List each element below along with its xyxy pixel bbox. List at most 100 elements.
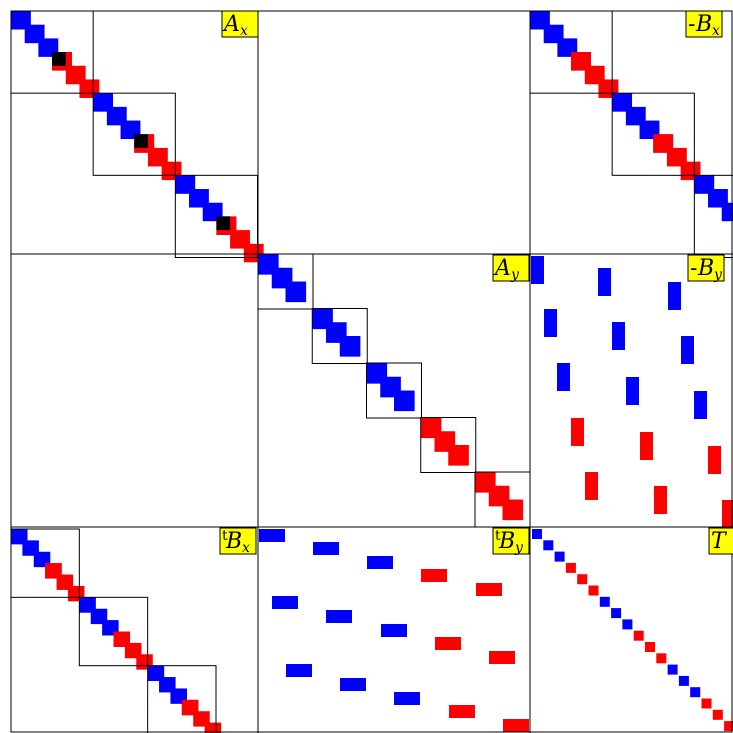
t-cell-13 — [678, 675, 689, 686]
sub-block-frame-1 — [78, 596, 149, 667]
minus-by-bar-14 — [722, 500, 733, 528]
label-main-T: T — [711, 529, 728, 554]
label-sub-Ay: y — [510, 267, 520, 283]
ax-blue-2-2 — [721, 202, 733, 222]
tby-bar-1 — [313, 542, 339, 555]
label-tBx: tB x — [219, 527, 257, 556]
label-bg-minusBy — [687, 254, 725, 282]
ay-sub-frame-1 — [311, 308, 368, 364]
tby-bar-14 — [503, 719, 529, 732]
t-cell-7 — [611, 608, 622, 619]
label-prefix-minusBx: - — [688, 12, 695, 37]
t-cell-16 — [712, 709, 723, 720]
minus-by-bar-6 — [557, 363, 570, 391]
ax-black-2 — [216, 216, 231, 231]
minus-by-bar-1 — [598, 268, 611, 296]
ay-cell-4-2 — [502, 499, 524, 521]
minus-by-bar-13 — [654, 486, 667, 514]
tby-bar-3 — [421, 569, 447, 582]
t-cell-14 — [690, 687, 701, 698]
t-cell-6 — [599, 596, 610, 607]
sub-block-frame-2 — [147, 665, 217, 733]
t-cell-1 — [543, 540, 554, 551]
sub-block-frame-1 — [92, 92, 176, 176]
minus-by-bar-12 — [585, 472, 598, 500]
t-cell-4 — [577, 574, 588, 585]
label-sub-minusBy: y — [713, 267, 723, 283]
t-cell-15 — [701, 698, 712, 709]
matrix-marks — [11, 11, 733, 733]
label-prefix-minusBy: - — [690, 256, 697, 281]
label-bg-tBx — [219, 527, 257, 555]
sub-block-frame-2 — [693, 174, 733, 258]
ay-cell-0-2 — [285, 281, 307, 303]
label-main-minusBx: B — [695, 12, 712, 37]
ay-cell-2-2 — [394, 390, 415, 412]
t-cell-10 — [645, 642, 655, 652]
tby-bar-12 — [394, 692, 420, 705]
tby-bar-6 — [326, 610, 352, 623]
t-cell-8 — [622, 619, 633, 630]
t-cell-9 — [633, 630, 644, 641]
ax-black-0 — [52, 52, 66, 66]
label-tBy: tB y — [492, 527, 530, 556]
minus-by-bar-7 — [626, 377, 639, 405]
label-bg-tBy — [492, 527, 530, 555]
label-main-minusBy: B — [697, 256, 714, 281]
label-main-Ax: A — [222, 12, 240, 37]
label-bg-T — [708, 527, 733, 555]
minus-by-bar-11 — [708, 446, 721, 474]
label-bg-Ay — [492, 254, 530, 282]
minus-by-bar-5 — [681, 336, 694, 364]
ay-sub-frame-3 — [420, 417, 477, 473]
label-T: T — [708, 527, 733, 555]
tby-bar-2 — [367, 556, 393, 569]
t-cell-2 — [554, 551, 565, 562]
tby-bar-8 — [435, 637, 461, 650]
minus-by-bar-0 — [531, 256, 544, 284]
minus-by-bar-4 — [612, 322, 625, 350]
ay-sub-frame-2 — [366, 362, 422, 419]
label-main-tBx: B — [225, 529, 242, 554]
tby-bar-4 — [476, 583, 502, 596]
t-cell-17 — [724, 721, 733, 732]
ax-red-2-5 — [204, 722, 222, 733]
ay-cell-1-2 — [339, 336, 361, 357]
t-cell-0 — [532, 529, 542, 539]
label-main-Ay: A — [493, 256, 511, 281]
tby-bar-9 — [489, 651, 515, 664]
label-sub-minusBx: x — [712, 23, 720, 39]
ay-cell-3-2 — [448, 445, 469, 466]
label-sub-tBx: x — [242, 540, 250, 556]
tby-bar-10 — [286, 664, 312, 677]
label-sub-tBy: y — [514, 540, 524, 556]
t-cell-12 — [667, 664, 678, 675]
tby-bar-0 — [259, 529, 285, 542]
label-prefix-tBy: t — [495, 528, 501, 544]
label-main-tBy: B — [498, 529, 515, 554]
tby-bar-7 — [381, 624, 407, 637]
ax-black-1 — [134, 134, 148, 148]
outer-frame — [10, 10, 733, 733]
sub-block-frame-1 — [611, 92, 695, 176]
minus-by-bar-3 — [544, 309, 557, 337]
label-sub-Ax: x — [240, 23, 248, 39]
t-cell-5 — [588, 585, 599, 596]
matrix-block-frames — [10, 10, 733, 733]
tby-bar-13 — [449, 705, 475, 718]
label-prefix-tBx: t — [222, 528, 228, 544]
label-bg-Ax — [221, 10, 259, 38]
minus-by-bar-2 — [668, 282, 681, 310]
tby-bar-5 — [272, 596, 298, 609]
minus-by-bar-9 — [571, 418, 584, 446]
tby-bar-11 — [340, 678, 366, 691]
minus-by-bar-10 — [640, 432, 653, 460]
t-cell-3 — [565, 562, 576, 573]
t-cell-11 — [656, 653, 667, 664]
